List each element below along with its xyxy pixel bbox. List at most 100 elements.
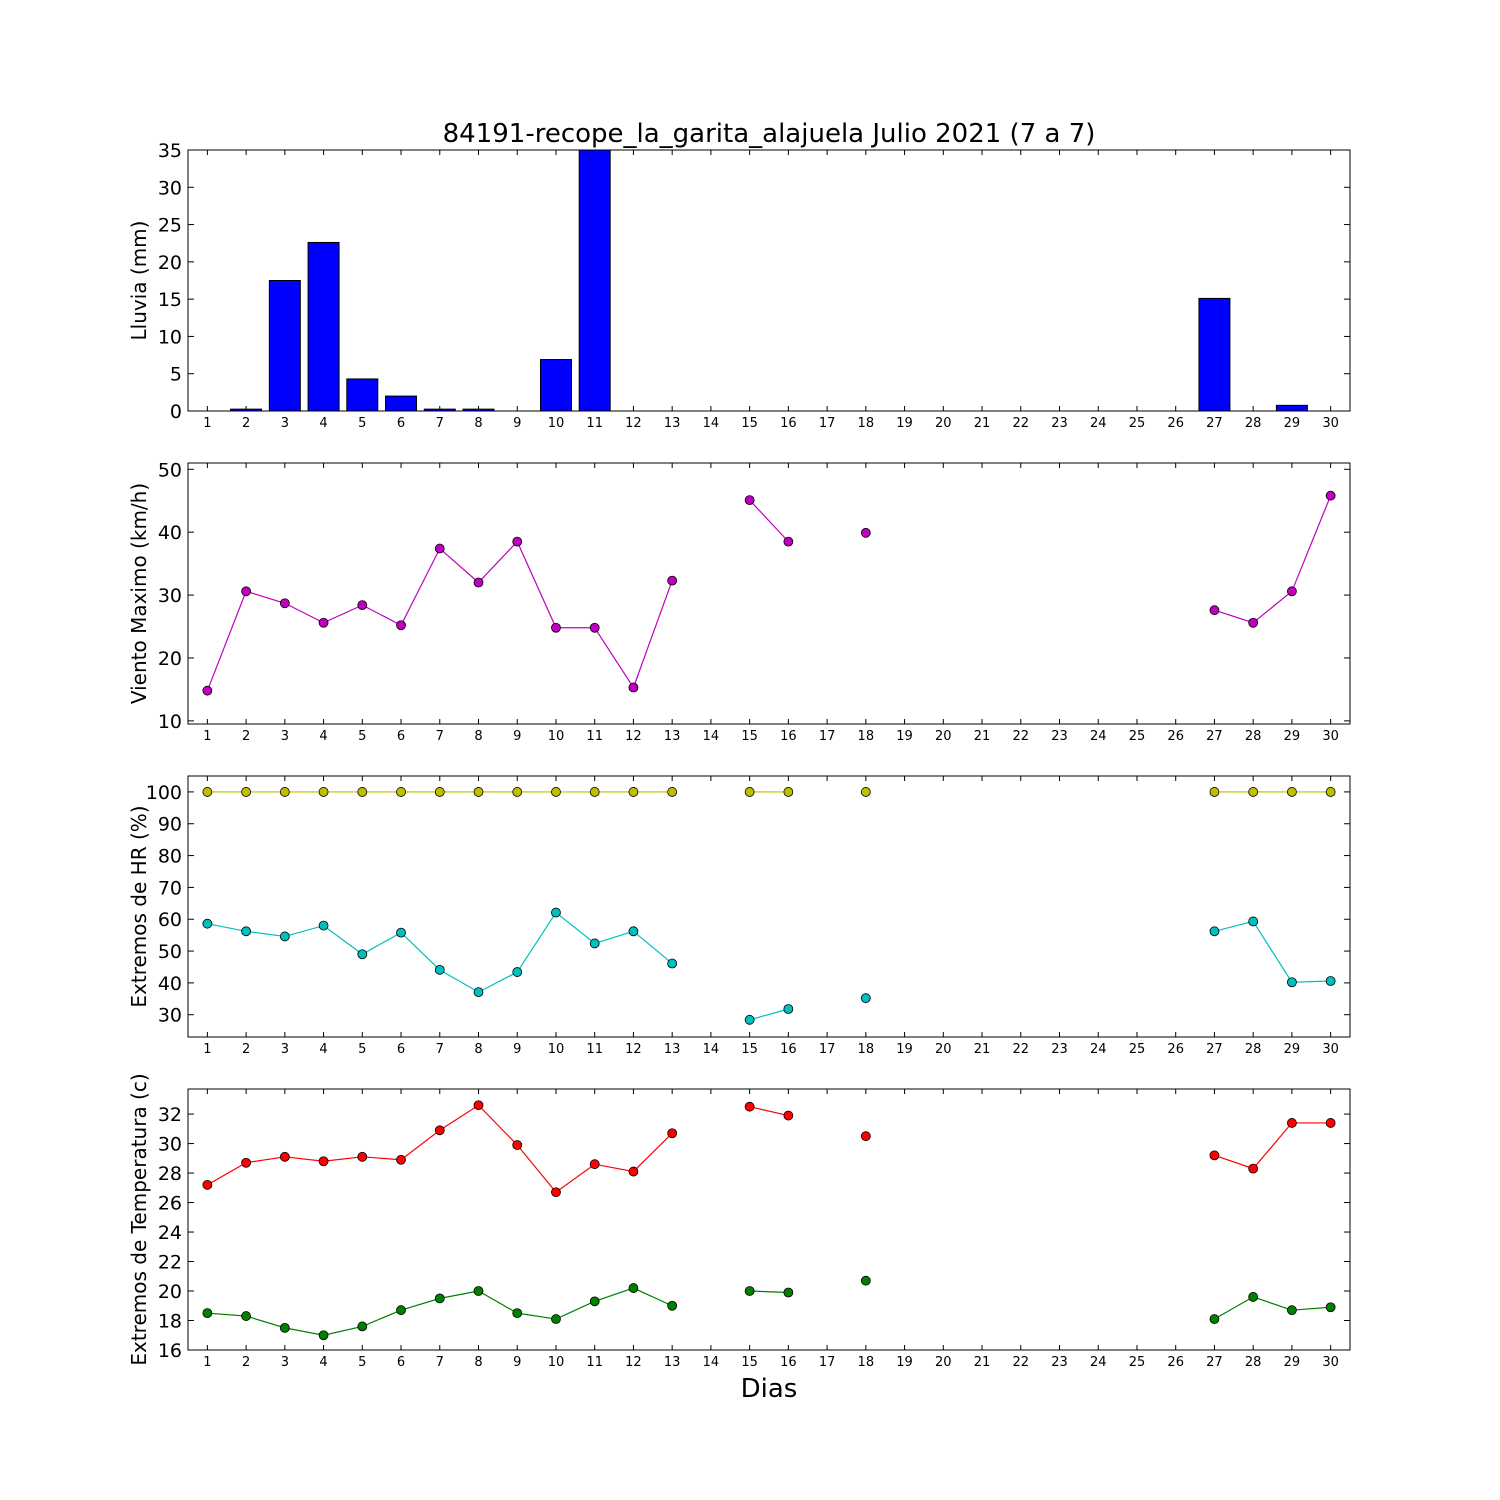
y-tick-label: 20 bbox=[158, 252, 182, 274]
point-day-9 bbox=[512, 1140, 523, 1150]
x-tick-label: 18 bbox=[858, 1042, 875, 1057]
x-tick-label: 7 bbox=[436, 1355, 444, 1370]
bar-day-7 bbox=[423, 408, 456, 412]
series-1 bbox=[202, 1100, 1336, 1198]
point-day-15 bbox=[744, 1101, 755, 1112]
x-tick-label: 29 bbox=[1284, 416, 1301, 431]
point-day-27 bbox=[1209, 1150, 1220, 1161]
y-tick-label: 50 bbox=[158, 459, 182, 481]
series-line bbox=[1214, 920, 1331, 983]
point-day-3 bbox=[279, 1322, 290, 1333]
x-tick-label: 1 bbox=[203, 729, 211, 744]
y-tick-label: 35 bbox=[158, 140, 182, 162]
panel-4: 1 2 3 4 5 6 7 8 9 10 11 12 13 14 15 16 17 18 19 20 21 22 23 24 2… bbox=[127, 1073, 1351, 1370]
series-1 bbox=[202, 490, 1336, 696]
x-tick-label: 18 bbox=[858, 1355, 875, 1370]
x-tick-label: 10 bbox=[548, 416, 565, 431]
point-day-10 bbox=[551, 787, 561, 797]
x-tick-label: 24 bbox=[1090, 1042, 1107, 1057]
x-tick-label: 13 bbox=[664, 1042, 681, 1057]
x-tick-label: 14 bbox=[703, 1042, 720, 1057]
x-tick-label: 26 bbox=[1167, 729, 1184, 744]
x-tick-label: 29 bbox=[1284, 1042, 1301, 1057]
series-line bbox=[1214, 495, 1332, 624]
point-day-18 bbox=[860, 1131, 871, 1142]
x-tick-label: 30 bbox=[1322, 1355, 1339, 1370]
point-day-8 bbox=[473, 987, 484, 998]
y-tick-label: 32 bbox=[158, 1104, 182, 1126]
chart-title: 84191-recope_la_garita_alajuela Julio 20… bbox=[443, 119, 1096, 149]
x-tick-label: 29 bbox=[1284, 1355, 1301, 1370]
x-tick-label: 14 bbox=[703, 416, 720, 431]
x-tick-label: 2 bbox=[242, 729, 250, 744]
x-tick-label: 27 bbox=[1206, 1042, 1223, 1057]
point-day-2 bbox=[241, 926, 252, 937]
point-day-29 bbox=[1287, 787, 1297, 797]
y-tick-label: 16 bbox=[158, 1340, 182, 1362]
point-day-28 bbox=[1248, 916, 1259, 927]
x-tick-label: 16 bbox=[780, 416, 797, 431]
x-tick-label: 18 bbox=[858, 729, 875, 744]
series-line bbox=[1214, 1122, 1331, 1170]
y-tick-label: 30 bbox=[158, 177, 182, 199]
point-day-13 bbox=[667, 575, 678, 586]
bar-day-11 bbox=[578, 149, 611, 412]
point-day-13 bbox=[667, 1300, 678, 1311]
point-day-9 bbox=[512, 787, 523, 797]
x-tick-label: 13 bbox=[664, 1355, 681, 1370]
plot-frame bbox=[187, 775, 1351, 1038]
x-tick-label: 23 bbox=[1051, 416, 1068, 431]
y-tick-label: 50 bbox=[158, 941, 182, 963]
point-day-2 bbox=[241, 1157, 252, 1168]
x-tick-label: 11 bbox=[586, 729, 603, 744]
x-tick-label: 4 bbox=[319, 729, 327, 744]
y-axis-label: Extremos de HR (%) bbox=[127, 805, 151, 1007]
x-tick-label: 19 bbox=[896, 416, 913, 431]
x-tick-label: 4 bbox=[319, 1042, 327, 1057]
point-day-1 bbox=[202, 787, 213, 797]
point-day-2 bbox=[241, 1311, 252, 1321]
point-day-11 bbox=[589, 622, 600, 633]
point-day-6 bbox=[396, 1305, 406, 1316]
y-tick-label: 30 bbox=[158, 585, 182, 607]
point-day-4 bbox=[318, 787, 329, 797]
bar-day-29 bbox=[1275, 404, 1308, 412]
y-tick-label: 26 bbox=[158, 1193, 182, 1215]
point-day-2 bbox=[241, 787, 252, 797]
x-tick-label: 26 bbox=[1167, 1355, 1184, 1370]
x-tick-label: 16 bbox=[780, 1042, 797, 1057]
x-tick-label: 8 bbox=[474, 1355, 482, 1370]
point-day-7 bbox=[434, 1293, 445, 1304]
plot-frame bbox=[187, 462, 1351, 725]
point-day-3 bbox=[279, 598, 290, 609]
point-day-3 bbox=[279, 1151, 290, 1162]
point-day-8 bbox=[473, 787, 484, 797]
x-tick-label: 19 bbox=[896, 1355, 913, 1370]
x-tick-label: 21 bbox=[974, 729, 991, 744]
x-tick-label: 3 bbox=[281, 1042, 289, 1057]
point-day-12 bbox=[628, 1166, 639, 1177]
x-tick-label: 23 bbox=[1051, 729, 1068, 744]
point-day-12 bbox=[628, 926, 639, 937]
panels: 1 2 3 4 5 6 7 8 9 10 11 12 13 14 15 16 17 18 19 20 21 22 23 24 2… bbox=[127, 140, 1351, 1370]
panel-2: 1 2 3 4 5 6 7 8 9 10 11 12 13 14 15 16 17 18 19 20 21 22 23 24 2… bbox=[127, 459, 1351, 744]
x-tick-label: 21 bbox=[974, 416, 991, 431]
x-tick-label: 10 bbox=[548, 729, 565, 744]
bar-day-10 bbox=[539, 359, 572, 412]
x-tick-label: 28 bbox=[1245, 416, 1262, 431]
y-tick-label: 80 bbox=[158, 846, 182, 868]
x-tick-label: 15 bbox=[741, 1355, 758, 1370]
x-axis-label: Dias bbox=[741, 1374, 798, 1404]
point-day-15 bbox=[744, 1286, 755, 1296]
point-day-10 bbox=[551, 622, 561, 633]
point-day-4 bbox=[318, 1156, 329, 1167]
y-tick-label: 10 bbox=[158, 326, 182, 348]
point-day-6 bbox=[396, 620, 406, 631]
x-tick-label: 27 bbox=[1206, 416, 1223, 431]
plot-frame bbox=[187, 1088, 1351, 1351]
x-tick-label: 3 bbox=[281, 1355, 289, 1370]
point-day-5 bbox=[357, 787, 368, 797]
x-tick-label: 21 bbox=[974, 1355, 991, 1370]
point-day-16 bbox=[783, 1110, 794, 1121]
point-day-27 bbox=[1209, 605, 1220, 616]
